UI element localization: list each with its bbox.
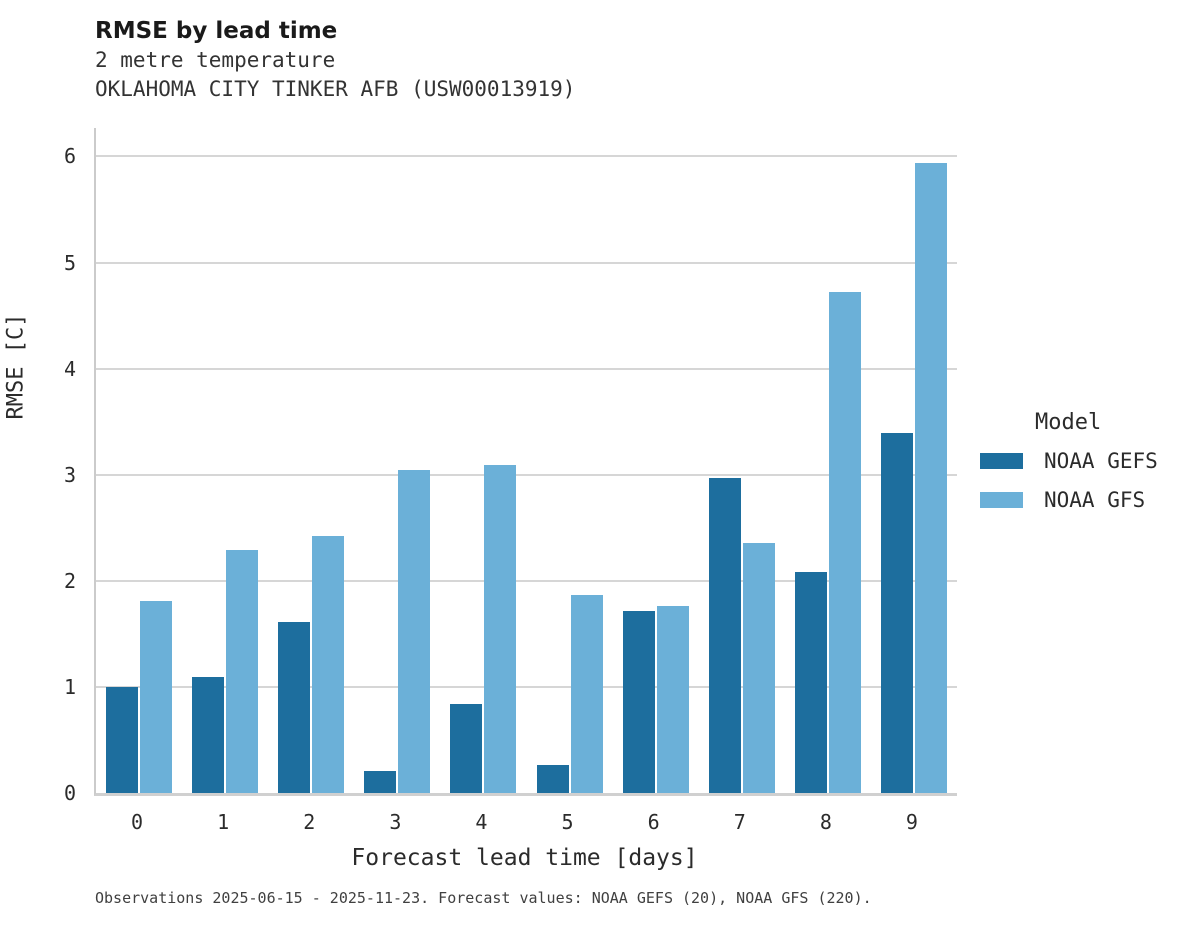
bar-noaa-gfs-lead-8 <box>828 292 861 793</box>
gfs-swatch-icon <box>980 492 1023 508</box>
bar-noaa-gfs-lead-7 <box>742 542 775 793</box>
bar-noaa-gefs-lead-3 <box>364 770 397 793</box>
bar-noaa-gfs-lead-3 <box>398 470 431 793</box>
ytick-label-1: 1 <box>63 674 76 699</box>
bar-noaa-gefs-lead-1 <box>192 677 225 793</box>
xtick-label-7: 7 <box>733 810 746 834</box>
xtick-label-1: 1 <box>217 810 230 834</box>
xtick-label-0: 0 <box>131 810 144 834</box>
bar-noaa-gefs-lead-6 <box>622 610 655 793</box>
bar-noaa-gefs-lead-7 <box>708 477 741 793</box>
bar-noaa-gefs-lead-4 <box>450 703 483 793</box>
xtick-label-2: 2 <box>303 810 316 834</box>
bar-noaa-gfs-lead-5 <box>570 594 603 793</box>
chart-subtitle-station: OKLAHOMA CITY TINKER AFB (USW00013919) <box>95 77 576 101</box>
bar-noaa-gfs-lead-4 <box>484 465 517 793</box>
ytick-label-6: 6 <box>63 144 76 169</box>
gridline-y4 <box>96 367 957 370</box>
legend-item-noaa-gefs: NOAA GEFS <box>980 449 1158 473</box>
bar-noaa-gefs-lead-8 <box>794 572 827 793</box>
ytick-label-3: 3 <box>63 462 76 487</box>
legend-title: Model <box>1035 410 1102 435</box>
bar-noaa-gefs-lead-9 <box>880 433 913 793</box>
xtick-label-6: 6 <box>647 810 660 834</box>
footer-note: Observations 2025-06-15 - 2025-11-23. Fo… <box>95 889 872 907</box>
legend-label: NOAA GEFS <box>1044 449 1158 473</box>
chart-subtitle-variable: 2 metre temperature <box>95 48 336 72</box>
gefs-swatch-icon <box>980 453 1023 469</box>
chart-title: RMSE by lead time <box>95 18 338 44</box>
ytick-label-4: 4 <box>63 356 76 381</box>
xtick-label-5: 5 <box>561 810 574 834</box>
bar-noaa-gfs-lead-0 <box>140 600 173 793</box>
bar-noaa-gfs-lead-6 <box>656 606 689 793</box>
xtick-label-8: 8 <box>819 810 832 834</box>
gridline-y5 <box>96 261 957 264</box>
ytick-label-0: 0 <box>63 781 76 805</box>
plot-area <box>94 128 957 796</box>
ytick-label-2: 2 <box>63 568 76 593</box>
title-block: RMSE by lead time 2 metre temperature OK… <box>95 16 575 104</box>
bar-noaa-gfs-lead-2 <box>312 536 345 793</box>
gridline-y3 <box>96 473 957 476</box>
x-axis-title: Forecast lead time [days] <box>351 845 698 871</box>
bar-noaa-gefs-lead-0 <box>106 686 139 793</box>
ytick-label-5: 5 <box>63 250 76 275</box>
legend: Model NOAA GEFS NOAA GFS <box>980 410 1158 527</box>
legend-label: NOAA GFS <box>1044 488 1146 512</box>
xtick-label-3: 3 <box>389 810 402 834</box>
gridline-y2 <box>96 579 957 582</box>
bar-noaa-gefs-lead-5 <box>536 765 569 793</box>
xtick-label-4: 4 <box>475 810 488 834</box>
bar-noaa-gfs-lead-9 <box>914 162 947 793</box>
legend-item-noaa-gfs: NOAA GFS <box>980 488 1158 512</box>
gridline-y1 <box>96 685 957 688</box>
bar-noaa-gfs-lead-1 <box>226 550 259 793</box>
gridline-y6 <box>96 155 957 158</box>
y-axis-title: RMSE [C] <box>3 313 29 420</box>
bar-noaa-gefs-lead-2 <box>278 622 311 793</box>
xtick-label-9: 9 <box>905 810 918 834</box>
